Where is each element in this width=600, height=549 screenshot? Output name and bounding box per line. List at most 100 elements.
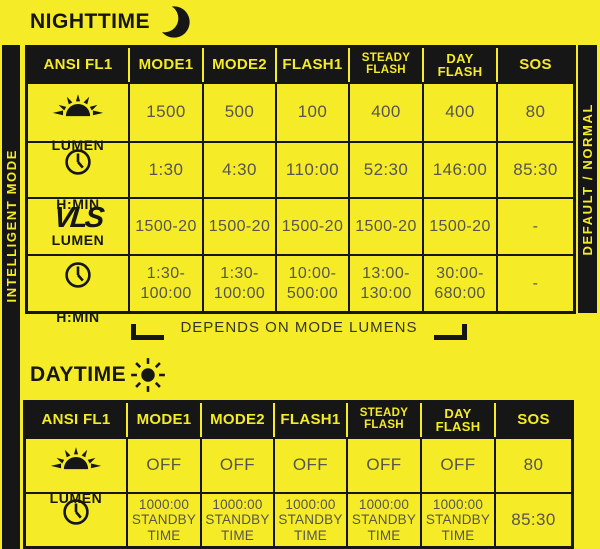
clock-icon (61, 479, 91, 545)
row-header-hmin: H:MIN (28, 141, 130, 212)
value: 4:30 (222, 159, 257, 179)
col-header-mode1: MODE1 (128, 403, 202, 437)
value-cell: 1:30- 100:00 (204, 254, 277, 311)
value: 1000:00 STANDBY TIME (278, 497, 343, 543)
col-header-mode1: MODE1 (130, 48, 204, 82)
col-header-ansi: ANSI FL1 (28, 48, 130, 82)
value-cell: 1500-20 (130, 197, 204, 254)
right-bracket-icon (433, 324, 467, 340)
value: OFF (366, 455, 402, 475)
value-cell: 13:00- 130:00 (350, 254, 424, 311)
value: 80 (525, 102, 546, 122)
value-cell: 1:30 (130, 141, 204, 197)
value: 400 (371, 102, 401, 122)
value-cell: 1000:00 STANDBY TIME (128, 492, 202, 546)
row-header-hmin: H:MIN (26, 492, 128, 549)
value-cell: 1000:00 STANDBY TIME (275, 492, 348, 546)
value-cell: 400 (424, 82, 498, 141)
value: - (532, 274, 539, 292)
value-cell: 500 (204, 82, 277, 141)
col-header-mode2: MODE2 (202, 403, 275, 437)
sun-icon (129, 356, 167, 394)
value: 110:00 (285, 159, 340, 179)
col-header-flash1: FLASH1 (275, 403, 348, 437)
value: 85:30 (511, 509, 556, 529)
col-header-day-flash: DAY FLASH (424, 48, 498, 82)
value: OFF (440, 455, 476, 475)
col-header-sos: SOS (496, 403, 571, 437)
intelligent-mode-rail: INTELLIGENT MODE (2, 45, 20, 549)
value: 400 (445, 102, 475, 122)
depends-caption: DEPENDS ON MODE LUMENS (25, 315, 573, 340)
value-cell: - (498, 254, 573, 311)
value-cell: 146:00 (424, 141, 498, 197)
value-cell: 1500-20 (424, 197, 498, 254)
value: 1000:00 STANDBY TIME (131, 497, 197, 543)
value-cell: OFF (202, 437, 275, 492)
value: 500 (224, 102, 255, 122)
value: 1:30 (148, 159, 184, 179)
value-cell: OFF (128, 437, 202, 492)
value-cell: 110:00 (277, 141, 350, 197)
value-cell: 1:30- 100:00 (130, 254, 204, 311)
value-cell: 1500-20 (350, 197, 424, 254)
value-cell: OFF (422, 437, 496, 492)
value: 1000:00 STANDBY TIME (425, 497, 491, 543)
col-header-flash1: FLASH1 (277, 48, 350, 82)
col-header-day-flash: DAY FLASH (422, 403, 496, 437)
value: 85:30 (513, 159, 558, 179)
nighttime-title: NIGHTTIME (30, 2, 193, 42)
row-label: H:MIN (56, 309, 100, 325)
value: 10:00- 500:00 (286, 265, 339, 302)
value-cell: 10:00- 500:00 (277, 254, 350, 311)
nighttime-table: ANSI FL1 MODE1 MODE2 FLASH1 STEADY FLASH… (25, 45, 576, 325)
value: OFF (219, 455, 256, 475)
daytime-title: DAYTIME (30, 356, 167, 394)
depends-caption-text: DEPENDS ON MODE LUMENS (180, 319, 418, 336)
value-cell: 1000:00 STANDBY TIME (202, 492, 275, 546)
row-header-vls-lumen: VLS LUMEN (28, 197, 130, 254)
col-header-steady-flash: STEADY FLASH (348, 403, 422, 437)
value-cell: OFF (275, 437, 348, 492)
col-header-ansi: ANSI FL1 (26, 403, 128, 437)
daytime-title-text: DAYTIME (30, 363, 127, 386)
value-cell: 4:30 (204, 141, 277, 197)
value: 146:00 (432, 159, 488, 179)
value: - (532, 217, 539, 235)
value: 100 (297, 102, 328, 122)
value: 52:30 (363, 159, 409, 179)
value-cell: 1500 (130, 82, 204, 141)
value-cell: 1500-20 (277, 197, 350, 254)
sun-rays-icon (45, 425, 107, 489)
row-label: H:MIN (56, 195, 100, 212)
value-cell: 30:00- 680:00 (424, 254, 498, 311)
value-cell: 100 (277, 82, 350, 141)
row-header-lumen: LUMEN (26, 437, 128, 506)
clock-icon (63, 242, 93, 308)
value: 1500 (146, 102, 186, 122)
value: 1000:00 STANDBY TIME (351, 497, 417, 543)
row-label: H:MIN (54, 546, 97, 549)
value: 1500-20 (355, 217, 417, 235)
value-cell: OFF (348, 437, 422, 492)
default-normal-label: DEFAULT / NORMAL (580, 102, 595, 256)
value: 30:00- 680:00 (434, 265, 486, 302)
value-cell: 85:30 (496, 492, 571, 546)
col-header-steady-flash: STEADY FLASH (350, 48, 424, 82)
value: 1500-20 (429, 217, 491, 235)
value-cell: 1500-20 (204, 197, 277, 254)
daytime-table: ANSI FL1 MODE1 MODE2 FLASH1 STEADY FLASH… (23, 400, 574, 549)
value: OFF (292, 455, 329, 475)
value-cell: - (498, 197, 573, 254)
value-cell: 1000:00 STANDBY TIME (422, 492, 496, 546)
row-header-hmin: H:MIN (28, 254, 130, 325)
row-label: LUMEN (51, 232, 105, 249)
intelligent-mode-label: INTELLIGENT MODE (3, 149, 19, 303)
default-normal-rail: DEFAULT / NORMAL (578, 45, 597, 313)
col-header-mode2: MODE2 (204, 48, 277, 82)
value: 1500-20 (208, 217, 271, 235)
value-cell: 1000:00 STANDBY TIME (348, 492, 422, 546)
value-cell: 400 (350, 82, 424, 141)
value: OFF (146, 455, 182, 475)
